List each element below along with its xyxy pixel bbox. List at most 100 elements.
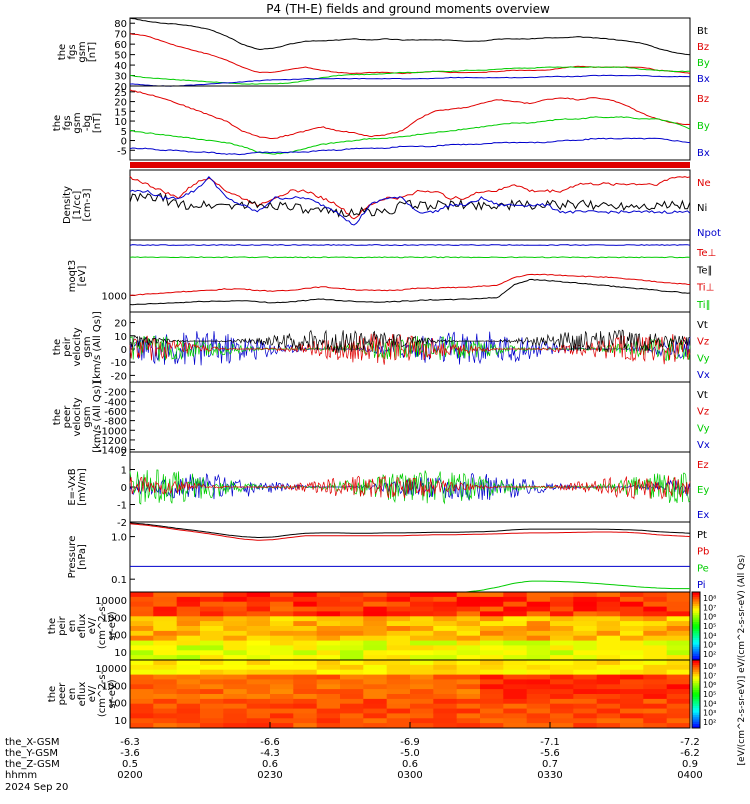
colorbar-cell bbox=[692, 610, 700, 613]
heatmap-cell bbox=[293, 635, 318, 642]
colorbar-cell bbox=[692, 705, 700, 709]
heatmap-cell bbox=[223, 703, 248, 710]
heatmap-cell bbox=[503, 601, 528, 608]
heatmap-cell bbox=[456, 684, 481, 690]
heatmap-cell bbox=[130, 626, 154, 632]
heatmap-cell bbox=[643, 694, 668, 700]
panel-ylabel: gsm bbox=[77, 41, 88, 62]
heatmap-cell bbox=[246, 684, 271, 690]
heatmap-cell bbox=[526, 655, 551, 661]
colorbar-cell bbox=[692, 698, 700, 702]
heatmap-cell bbox=[573, 645, 598, 651]
colorbar-cell bbox=[692, 682, 700, 686]
heatmap-cell bbox=[316, 674, 341, 680]
heatmap-cell bbox=[456, 621, 481, 627]
heatmap-cell bbox=[666, 674, 691, 680]
heatmap-cell bbox=[176, 606, 201, 612]
heatmap-cell bbox=[410, 626, 434, 632]
legend-item: Pt bbox=[697, 530, 707, 541]
heatmap-cell bbox=[620, 660, 644, 666]
heatmap-cell bbox=[433, 689, 458, 695]
heatmap-cell bbox=[130, 694, 154, 700]
heatmap-cell bbox=[246, 640, 271, 646]
heatmap-cell bbox=[526, 635, 551, 642]
heatmap-cell bbox=[550, 684, 574, 690]
heatmap-cell bbox=[620, 684, 644, 690]
heatmap-cell bbox=[550, 664, 574, 671]
heatmap-cell bbox=[270, 616, 294, 622]
heatmap-cell bbox=[200, 635, 224, 642]
heatmap-cell bbox=[526, 698, 551, 705]
y-tick-label: 20 bbox=[114, 98, 127, 109]
heatmap-cell bbox=[363, 664, 388, 671]
heatmap-cell bbox=[363, 708, 388, 714]
colorbar-cell bbox=[692, 637, 700, 641]
heatmap-cell bbox=[596, 601, 621, 608]
xaxis-value: 0200 bbox=[117, 770, 142, 781]
heatmap-cell bbox=[386, 723, 411, 729]
colorbar-cell bbox=[692, 612, 700, 616]
heatmap-cell bbox=[293, 664, 318, 671]
y-tick-label: -1 bbox=[117, 501, 127, 512]
heatmap-cell bbox=[620, 645, 644, 651]
panel-ylabel: the bbox=[57, 44, 68, 60]
heatmap-cell bbox=[316, 684, 341, 690]
heatmap-cell bbox=[153, 645, 178, 651]
legend-item: Bt bbox=[697, 26, 708, 37]
xaxis-value: -3.6 bbox=[120, 748, 140, 759]
heatmap-cell bbox=[130, 596, 154, 603]
heatmap-cell bbox=[130, 708, 154, 714]
heatmap-cell bbox=[316, 708, 341, 714]
y-tick-label: 10000 bbox=[95, 664, 127, 675]
heatmap-cell bbox=[573, 674, 598, 680]
heatmap-cell bbox=[456, 713, 481, 719]
y-tick-label: -2 bbox=[117, 518, 127, 529]
heatmap-cell bbox=[526, 718, 551, 724]
heatmap-cell bbox=[526, 669, 551, 676]
heatmap-cell bbox=[200, 723, 224, 729]
heatmap-cell bbox=[480, 606, 504, 612]
heatmap-cell bbox=[340, 596, 364, 603]
heatmap-cell bbox=[410, 698, 434, 705]
heatmap-cell bbox=[293, 694, 318, 700]
heatmap-cell bbox=[270, 684, 294, 690]
heatmap-cell bbox=[246, 698, 271, 705]
panel-ylabel: -bg bbox=[82, 115, 93, 131]
heatmap-cell bbox=[340, 626, 364, 632]
colorbar-cell bbox=[692, 671, 700, 675]
heatmap-cell bbox=[526, 606, 551, 612]
colorbar-tick: 10⁴ bbox=[703, 699, 716, 708]
heatmap-cell bbox=[363, 684, 388, 690]
heatmap-cell bbox=[340, 606, 364, 612]
heatmap-cell bbox=[620, 611, 644, 617]
heatmap-cell bbox=[596, 592, 621, 598]
heatmap-cell bbox=[526, 645, 551, 651]
date-label: 2024 Sep 20 bbox=[5, 782, 68, 793]
heatmap-cell bbox=[666, 694, 691, 700]
colorbar-cell bbox=[692, 721, 700, 724]
colorbar-cell bbox=[692, 641, 700, 645]
heatmap-cell bbox=[153, 630, 178, 637]
heatmap-cell bbox=[503, 694, 528, 700]
heatmap-cell bbox=[503, 640, 528, 646]
heatmap-cell bbox=[550, 596, 574, 603]
xaxis-value: -6.2 bbox=[680, 748, 700, 759]
heatmap-cell bbox=[666, 689, 691, 695]
heatmap-cell bbox=[316, 626, 341, 632]
heatmap-cell bbox=[316, 694, 341, 700]
heatmap-cell bbox=[573, 601, 598, 608]
legend-item: Ey bbox=[697, 485, 709, 496]
heatmap-cell bbox=[596, 664, 621, 671]
colorbar-cell bbox=[692, 639, 700, 643]
panel-ylabel: the bbox=[47, 686, 58, 702]
heatmap-cell bbox=[550, 703, 574, 710]
heatmap-cell bbox=[153, 713, 178, 719]
heatmap-cell bbox=[480, 655, 504, 661]
heatmap-cell bbox=[503, 655, 528, 661]
heatmap-cell bbox=[573, 635, 598, 642]
series-line-Ti⊥ bbox=[129, 273, 691, 296]
heatmap-cell bbox=[596, 596, 621, 603]
heatmap-cell bbox=[293, 650, 318, 656]
heatmap-cell bbox=[176, 723, 201, 729]
